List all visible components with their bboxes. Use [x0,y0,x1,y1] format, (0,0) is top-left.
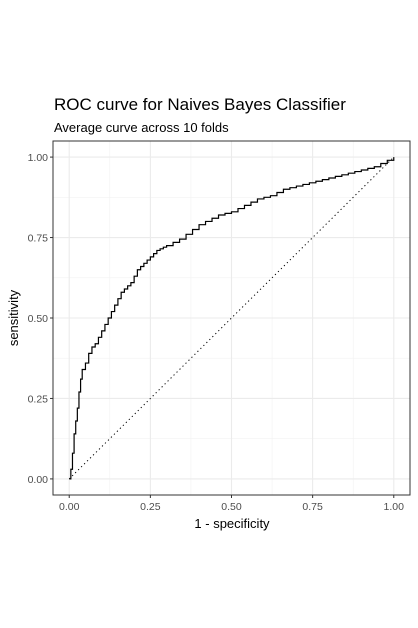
chart-title: ROC curve for Naives Bayes Classifier [54,95,346,114]
x-tick-label: 0.00 [59,501,80,513]
chart-subtitle: Average curve across 10 folds [54,120,229,135]
major-gridlines [53,141,410,495]
reference-diagonal-line [68,156,395,480]
x-tick-label: 0.75 [302,501,323,513]
y-axis-label: sensitivity [6,289,21,346]
y-tick-label: 0.00 [28,474,49,486]
y-tick-label: 1.00 [28,152,49,164]
roc-curve-line [69,157,395,480]
x-axis-ticks: 0.00 0.25 0.50 0.75 1.00 [59,495,404,513]
x-axis-label: 1 - specificity [194,516,270,531]
x-tick-label: 0.25 [140,501,161,513]
y-axis-ticks: 0.00 0.25 0.50 0.75 1.00 [28,152,53,486]
y-tick-label: 0.50 [28,313,49,325]
x-tick-label: 1.00 [384,501,405,513]
x-tick-label: 0.50 [221,501,242,513]
y-tick-label: 0.75 [28,233,49,245]
y-tick-label: 0.25 [28,393,49,405]
